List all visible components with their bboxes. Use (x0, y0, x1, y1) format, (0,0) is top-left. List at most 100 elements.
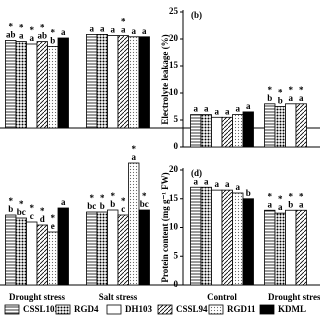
significance-letter: a (121, 25, 126, 35)
significance-star: * (19, 199, 24, 209)
significance-letter: c (121, 204, 125, 214)
significance-star: * (289, 85, 294, 95)
significance-letter: a (215, 179, 220, 189)
bar (57, 207, 69, 286)
legend-swatch (208, 304, 224, 315)
significance-letter: a (61, 197, 66, 207)
bar (47, 46, 59, 129)
significance-star: * (51, 213, 56, 223)
significance-letter: e (51, 221, 55, 231)
significance-letter: b (50, 35, 55, 45)
significance-star: * (111, 191, 116, 201)
bar (15, 217, 27, 286)
significance-letter: ab (6, 29, 16, 39)
bar (5, 214, 17, 286)
bar (242, 111, 254, 148)
bar (211, 189, 223, 286)
significance-letter: a (111, 25, 116, 35)
panel-label: (b) (191, 10, 202, 20)
bar (200, 114, 212, 148)
y-tick-label: 10 (169, 87, 179, 97)
y-tick-label: 15 (169, 60, 179, 70)
significance-letter: b (288, 199, 293, 209)
significance-letter: a (299, 199, 304, 209)
bar (264, 209, 276, 286)
y-tick-label: 15 (169, 193, 179, 203)
significance-star: * (19, 23, 24, 33)
significance-letter: a (194, 104, 199, 114)
legend-swatch (259, 304, 275, 315)
bar (138, 36, 150, 129)
significance-letter: a (132, 26, 137, 36)
significance-star: * (132, 144, 137, 154)
legend-label: CSSL94 (176, 304, 208, 314)
bar (86, 211, 98, 286)
significance-star: * (268, 85, 273, 95)
legend-label: RGD4 (74, 304, 99, 314)
significance-letter: a (204, 176, 209, 186)
legend-swatch (4, 304, 20, 315)
significance-star: * (299, 191, 304, 201)
significance-letter: d (40, 214, 45, 224)
significance-letter: a (61, 27, 66, 37)
bar (232, 114, 244, 148)
x-tick-label: Salt stress (99, 292, 138, 302)
significance-star: * (9, 21, 14, 31)
significance-letter: b (110, 199, 115, 209)
bar (96, 211, 108, 286)
bar (86, 34, 98, 129)
significance-letter: ab (37, 31, 47, 41)
significance-star: * (289, 191, 294, 201)
significance-letter: b (8, 204, 13, 214)
significance-star: * (121, 196, 126, 206)
y-tick-label: 10 (169, 222, 179, 232)
x-tick-label: Drought stress (9, 292, 65, 302)
panel-label: (d) (191, 168, 202, 178)
significance-letter: a (246, 101, 251, 111)
bar (47, 231, 59, 286)
y-axis-label: Protein content (mg g⁻¹ FW) (160, 172, 170, 282)
significance-star: * (278, 194, 283, 204)
legend-label: KDML (278, 304, 306, 314)
significance-letter: a (225, 179, 230, 189)
bar (200, 186, 212, 286)
bar (211, 116, 223, 148)
significance-star: * (9, 196, 14, 206)
bar (232, 192, 244, 286)
legend-swatch (106, 304, 122, 315)
x-tick-label: Control (207, 292, 237, 302)
bar (138, 209, 150, 286)
significance-letter: a (289, 93, 294, 103)
significance-letter: a (268, 199, 273, 209)
significance-star: * (100, 193, 105, 203)
significance-star: * (90, 193, 95, 203)
bar (285, 103, 297, 148)
bar (96, 34, 108, 129)
bar (26, 43, 38, 129)
significance-star: * (40, 23, 45, 33)
significance-letter: a (30, 33, 35, 43)
significance-letter: c (30, 211, 34, 221)
bar (57, 37, 69, 129)
significance-letter: a (225, 106, 230, 116)
significance-star: * (30, 25, 35, 35)
bar (221, 116, 233, 148)
y-tick-label: 25 (169, 6, 179, 16)
bar (190, 114, 202, 148)
bar (36, 41, 48, 129)
significance-letter: a (194, 176, 199, 186)
significance-letter: a (236, 182, 241, 192)
bar (15, 41, 27, 129)
significance-letter: a (278, 202, 283, 212)
bar (5, 40, 17, 129)
significance-letter: a (100, 23, 105, 33)
bar (274, 106, 286, 148)
significance-star: * (51, 27, 56, 37)
significance-letter: b (278, 96, 283, 106)
bar (295, 209, 307, 286)
bar (117, 214, 129, 286)
y-tick-label: 0 (174, 141, 179, 151)
significance-star: * (121, 17, 126, 27)
bar (242, 198, 254, 286)
